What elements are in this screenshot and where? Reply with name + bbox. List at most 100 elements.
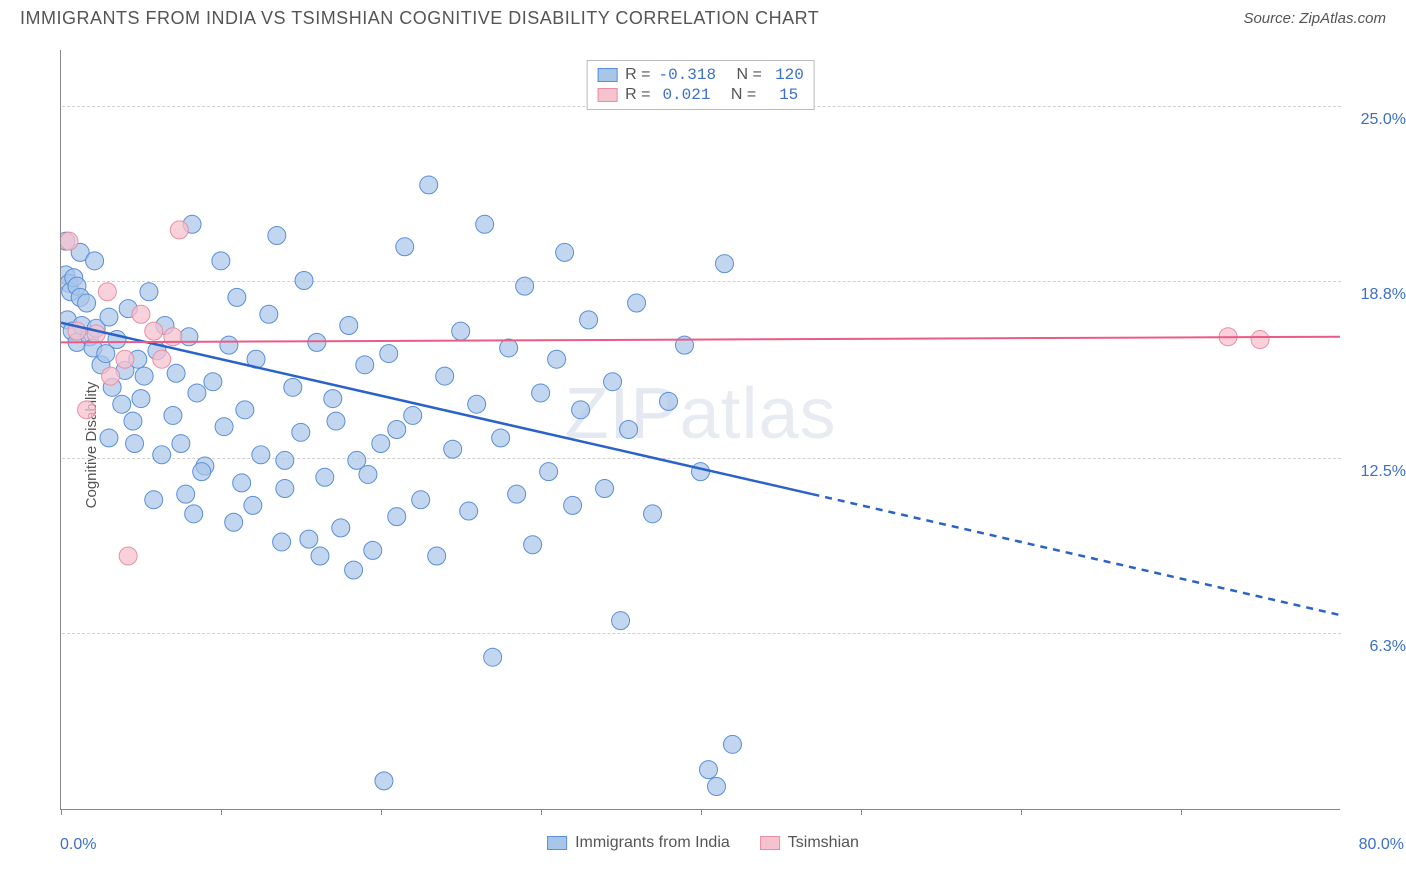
scatter-point bbox=[180, 328, 198, 346]
scatter-point bbox=[596, 480, 614, 498]
scatter-point bbox=[452, 322, 470, 340]
scatter-point bbox=[225, 513, 243, 531]
scatter-point bbox=[388, 508, 406, 526]
scatter-point bbox=[268, 227, 286, 245]
legend-correlation-box: R = -0.318 N = 120 R = 0.021 N = 15 bbox=[586, 60, 815, 110]
chart-header: IMMIGRANTS FROM INDIA VS TSIMSHIAN COGNI… bbox=[0, 0, 1406, 33]
x-axis-max-label: 80.0% bbox=[1359, 836, 1404, 854]
y-tick-label: 6.3% bbox=[1346, 638, 1406, 656]
scatter-point bbox=[86, 252, 104, 270]
scatter-point bbox=[124, 412, 142, 430]
scatter-point bbox=[276, 451, 294, 469]
scatter-point bbox=[340, 317, 358, 335]
chart-container: Cognitive Disability ZIPatlas 6.3%12.5%1… bbox=[20, 40, 1386, 850]
scatter-point bbox=[660, 392, 678, 410]
scatter-point bbox=[540, 463, 558, 481]
scatter-point bbox=[359, 465, 377, 483]
x-axis-min-label: 0.0% bbox=[60, 836, 96, 854]
scatter-point bbox=[61, 232, 78, 250]
scatter-point bbox=[508, 485, 526, 503]
scatter-point bbox=[284, 378, 302, 396]
scatter-point bbox=[556, 243, 574, 261]
legend-n-label-2: N = bbox=[731, 86, 756, 104]
legend-r-value-1: -0.318 bbox=[658, 66, 716, 84]
scatter-point bbox=[628, 294, 646, 312]
scatter-point bbox=[700, 761, 718, 779]
scatter-point bbox=[153, 350, 171, 368]
x-tick bbox=[381, 809, 382, 815]
legend-row-series2: R = 0.021 N = 15 bbox=[597, 85, 804, 105]
scatter-point bbox=[292, 423, 310, 441]
scatter-point bbox=[220, 336, 238, 354]
legend-series-names: Immigrants from India Tsimshian bbox=[547, 834, 859, 852]
legend-row-series1: R = -0.318 N = 120 bbox=[597, 65, 804, 85]
legend-n-value-1: 120 bbox=[770, 66, 804, 84]
scatter-point bbox=[135, 367, 153, 385]
scatter-point bbox=[78, 294, 96, 312]
scatter-point bbox=[620, 421, 638, 439]
scatter-point bbox=[612, 612, 630, 630]
scatter-point bbox=[707, 778, 725, 796]
scatter-point bbox=[404, 406, 422, 424]
scatter-point bbox=[604, 373, 622, 391]
legend-swatch-series1-b bbox=[547, 836, 567, 850]
scatter-point bbox=[215, 418, 233, 436]
scatter-point bbox=[516, 277, 534, 295]
y-tick-label: 12.5% bbox=[1346, 463, 1406, 481]
trend-line-dashed bbox=[812, 494, 1340, 615]
scatter-point bbox=[468, 395, 486, 413]
scatter-point bbox=[311, 547, 329, 565]
scatter-point bbox=[126, 435, 144, 453]
scatter-point bbox=[145, 491, 163, 509]
legend-n-label: N = bbox=[737, 66, 762, 84]
scatter-point bbox=[260, 305, 278, 323]
scatter-point bbox=[98, 283, 116, 301]
scatter-point bbox=[244, 496, 262, 514]
scatter-point bbox=[145, 322, 163, 340]
legend-r-value-2: 0.021 bbox=[658, 86, 710, 104]
legend-r-label-2: R = bbox=[625, 86, 650, 104]
scatter-point bbox=[87, 325, 105, 343]
x-tick bbox=[61, 809, 62, 815]
scatter-point bbox=[132, 305, 150, 323]
scatter-point bbox=[572, 401, 590, 419]
x-tick bbox=[701, 809, 702, 815]
scatter-point bbox=[164, 328, 182, 346]
scatter-point bbox=[548, 350, 566, 368]
scatter-point bbox=[532, 384, 550, 402]
scatter-point bbox=[500, 339, 518, 357]
scatter-svg bbox=[61, 50, 1340, 809]
scatter-point bbox=[170, 221, 188, 239]
scatter-point bbox=[692, 463, 710, 481]
y-tick-label: 18.8% bbox=[1346, 286, 1406, 304]
legend-swatch-series1 bbox=[597, 68, 617, 82]
scatter-point bbox=[356, 356, 374, 374]
legend-swatch-series2-b bbox=[760, 836, 780, 850]
scatter-point bbox=[116, 350, 134, 368]
scatter-point bbox=[140, 283, 158, 301]
scatter-point bbox=[177, 485, 195, 503]
scatter-point bbox=[436, 367, 454, 385]
scatter-point bbox=[204, 373, 222, 391]
scatter-point bbox=[102, 367, 120, 385]
scatter-point bbox=[327, 412, 345, 430]
scatter-point bbox=[100, 308, 118, 326]
x-tick bbox=[1181, 809, 1182, 815]
scatter-point bbox=[564, 496, 582, 514]
trend-line bbox=[61, 337, 1340, 343]
scatter-point bbox=[119, 547, 137, 565]
scatter-point bbox=[388, 421, 406, 439]
scatter-point bbox=[153, 446, 171, 464]
legend-label-series1: Immigrants from India bbox=[575, 834, 730, 852]
scatter-point bbox=[185, 505, 203, 523]
x-tick bbox=[1021, 809, 1022, 815]
scatter-point bbox=[164, 406, 182, 424]
y-tick-label: 25.0% bbox=[1346, 111, 1406, 129]
scatter-point bbox=[228, 288, 246, 306]
legend-item-series1: Immigrants from India bbox=[547, 834, 730, 852]
scatter-point bbox=[295, 272, 313, 290]
scatter-point bbox=[212, 252, 230, 270]
scatter-point bbox=[167, 364, 185, 382]
scatter-point bbox=[193, 463, 211, 481]
plot-area: ZIPatlas 6.3%12.5%18.8%25.0% R = -0.318 … bbox=[60, 50, 1340, 810]
